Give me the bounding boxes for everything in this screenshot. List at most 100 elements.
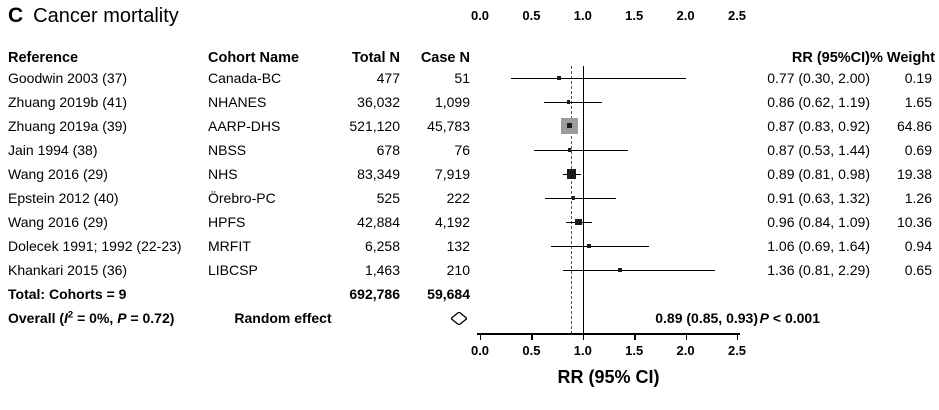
top-axis-tick-label: 1.5 xyxy=(625,8,644,23)
case-n-cell: 59,684 xyxy=(427,286,470,302)
top-axis-tick-label: 2.0 xyxy=(676,8,695,23)
total-n-cell: 6,258 xyxy=(364,238,400,254)
case-n-cell: 1,099 xyxy=(434,94,470,110)
ci-line xyxy=(543,101,603,103)
overall-rr-cell: 0.89 (0.85, 0.93) xyxy=(655,310,758,326)
panel-label: C xyxy=(8,4,24,27)
reference-cell: Dolecek 1991; 1992 (22-23) xyxy=(8,238,182,254)
table-row: Khankari 2015 (36) LIBCSP 1,463 210 1.36 (0.… xyxy=(0,258,939,282)
table-row: Goodwin 2003 (37) Canada-BC 477 51 0.77 (0.3… xyxy=(0,66,939,90)
forest-plot-cell xyxy=(470,114,750,138)
rr-cell: 0.96 (0.84, 1.09) xyxy=(767,214,870,230)
total-row: Total: Cohorts = 9 692,786 59,684 xyxy=(0,282,939,306)
weight-cell: 19.38 xyxy=(896,166,932,182)
column-header-row: Reference Cohort Name Total N Case N RR … xyxy=(0,40,939,66)
total-n-cell: 1,463 xyxy=(364,262,400,278)
case-n-cell: 132 xyxy=(446,238,470,254)
effect-size-marker xyxy=(587,244,591,248)
forest-plot-cell xyxy=(470,186,750,210)
case-n-cell: 4,192 xyxy=(434,214,470,230)
total-label-cell: Total: Cohorts = 9 xyxy=(8,286,127,302)
weight-cell: 0.69 xyxy=(904,142,932,158)
forest-plot-cell xyxy=(470,210,750,234)
total-n-cell: 477 xyxy=(376,70,400,86)
x-axis-tick-label: 1.0 xyxy=(573,343,592,358)
col-header-case-n: Case N xyxy=(420,50,470,66)
x-axis-tick xyxy=(685,334,687,340)
x-axis-line xyxy=(477,333,740,335)
effect-size-marker xyxy=(567,148,572,152)
forest-plot-cell xyxy=(358,306,638,330)
rr-cell: 0.77 (0.30, 2.00) xyxy=(767,70,870,86)
reference-cell: Jain 1994 (38) xyxy=(8,142,98,158)
overall-text: = 0.72) xyxy=(126,310,175,326)
col-header-weight: % Weight xyxy=(870,50,935,66)
study-rows-area: Goodwin 2003 (37) Canada-BC 477 51 0.77 (0.3… xyxy=(0,66,939,334)
total-n-cell: 521,120 xyxy=(349,118,400,134)
rr-cell: 0.89 (0.81, 0.98) xyxy=(767,166,870,182)
ci-line xyxy=(544,197,616,199)
cohort-cell: Canada-BC xyxy=(208,70,282,86)
table-row: Wang 2016 (29) HPFS 42,884 4,192 0.96 (0.84,… xyxy=(0,210,939,234)
model-cell: Random effect xyxy=(234,310,332,326)
null-reference-line xyxy=(582,66,584,334)
weight-cell: 0.65 xyxy=(904,262,932,278)
top-axis-tick-label: 1.0 xyxy=(573,8,592,23)
weight-cell: 1.26 xyxy=(904,190,932,206)
forest-plot-cell xyxy=(470,66,750,90)
total-n-cell: 525 xyxy=(376,190,400,206)
weight-cell: 0.94 xyxy=(904,238,932,254)
figure-title: Cancer mortality xyxy=(33,5,179,27)
x-axis-tick-label: 0.0 xyxy=(470,343,490,358)
total-n-cell: 42,884 xyxy=(357,214,400,230)
weight-cell: 1.65 xyxy=(904,94,932,110)
table-row: Zhuang 2019a (39) AARP-DHS 521,120 45,783 0.… xyxy=(0,114,939,138)
total-n-cell: 83,349 xyxy=(357,166,400,182)
figure-title-bar: C Cancer mortality 0.0 0.5 1.0 1.5 2.0 2.5 xyxy=(0,4,939,40)
rr-cell: 1.36 (0.81, 2.29) xyxy=(767,262,870,278)
i-squared-symbol: I xyxy=(64,310,68,326)
reference-cell: Zhuang 2019a (39) xyxy=(8,118,128,134)
case-n-cell: 222 xyxy=(446,190,470,206)
reference-cell: Zhuang 2019b (41) xyxy=(8,94,128,110)
effect-size-marker xyxy=(566,169,577,179)
x-axis-tick xyxy=(480,334,482,340)
x-axis-tick xyxy=(582,334,585,340)
overall-estimate-line xyxy=(571,66,573,334)
rr-cell: 0.86 (0.62, 1.19) xyxy=(767,94,870,110)
ci-line xyxy=(563,269,716,271)
x-axis-tick-label: 1.5 xyxy=(625,343,644,358)
p-value-text: < 0.001 xyxy=(769,310,820,326)
reference-cell: Wang 2016 (29) xyxy=(8,166,108,182)
weight-cell: 10.36 xyxy=(896,214,932,230)
rr-cell: 0.91 (0.63, 1.32) xyxy=(767,190,870,206)
cohort-cell: NHANES xyxy=(208,94,267,110)
effect-size-marker xyxy=(557,76,561,80)
effect-size-marker xyxy=(560,117,578,135)
forest-plot-cell xyxy=(470,138,750,162)
rr-cell: 1.06 (0.69, 1.64) xyxy=(767,238,870,254)
weight-cell: 0.19 xyxy=(904,70,932,86)
total-n-cell: 36,032 xyxy=(357,94,400,110)
col-header-plot-spacer xyxy=(470,42,750,66)
rr-cell: 0.87 (0.53, 1.44) xyxy=(767,142,870,158)
cohort-cell: NHS xyxy=(208,166,238,182)
table-row: Wang 2016 (29) NHS 83,349 7,919 0.89 (0.81, … xyxy=(0,162,939,186)
case-n-cell: 45,783 xyxy=(427,118,470,134)
overall-row: Overall (I2 = 0%, P = 0.72) Random effect… xyxy=(0,306,939,330)
reference-cell: Goodwin 2003 (37) xyxy=(8,70,128,86)
forest-plot-cell xyxy=(470,282,750,306)
x-axis-tick-label: 0.5 xyxy=(522,343,541,358)
forest-plot-cell xyxy=(470,258,750,282)
overall-text: Overall ( xyxy=(8,310,65,326)
forest-plot-cell xyxy=(470,234,750,258)
x-axis-tick xyxy=(634,334,636,340)
table-row: Jain 1994 (38) NBSS 678 76 0.87 (0.53, 1.44)… xyxy=(0,138,939,162)
forest-plot-cell xyxy=(470,162,750,186)
top-axis-tick-label: 2.5 xyxy=(727,8,747,23)
cohort-cell: MRFIT xyxy=(208,238,251,254)
effect-size-marker xyxy=(566,100,571,104)
x-axis-tick xyxy=(737,334,739,340)
overall-p-cell: P < 0.001 xyxy=(758,310,820,326)
col-header-cohort-name: Cohort Name xyxy=(208,50,300,66)
